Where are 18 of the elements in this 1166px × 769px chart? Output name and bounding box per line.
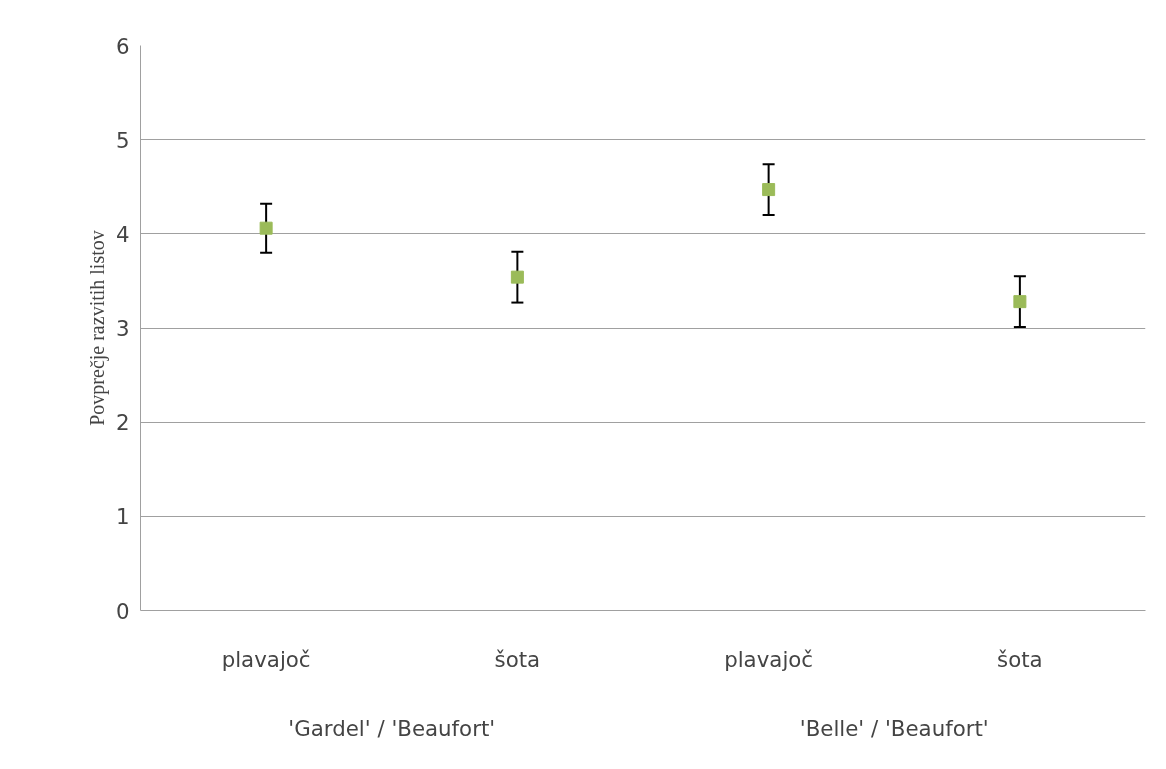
y-tick-label: 0 xyxy=(115,598,130,624)
y-tick-label: 2 xyxy=(115,410,130,436)
point xyxy=(510,270,524,284)
point xyxy=(259,221,273,235)
y-axis-title: Povprečje razvitih listov xyxy=(85,230,109,426)
y-tick-label: 3 xyxy=(115,316,130,341)
x-tick-label: šota xyxy=(997,646,1043,672)
y-tick-label: 4 xyxy=(115,221,130,247)
text: 'Belle' / 'Beaufort' xyxy=(799,715,989,741)
point xyxy=(1013,295,1027,309)
x-tick-label: plavajoč xyxy=(724,646,814,672)
y-tick-label: 1 xyxy=(115,504,130,530)
y-tick-label: 5 xyxy=(115,127,130,153)
x-tick-label: šota xyxy=(494,646,541,672)
y-tick-label: 6 xyxy=(115,33,130,59)
point xyxy=(762,183,776,197)
text: 'Gardel' / 'Beaufort' xyxy=(288,715,496,741)
x-tick-label: plavajoč xyxy=(221,646,311,672)
